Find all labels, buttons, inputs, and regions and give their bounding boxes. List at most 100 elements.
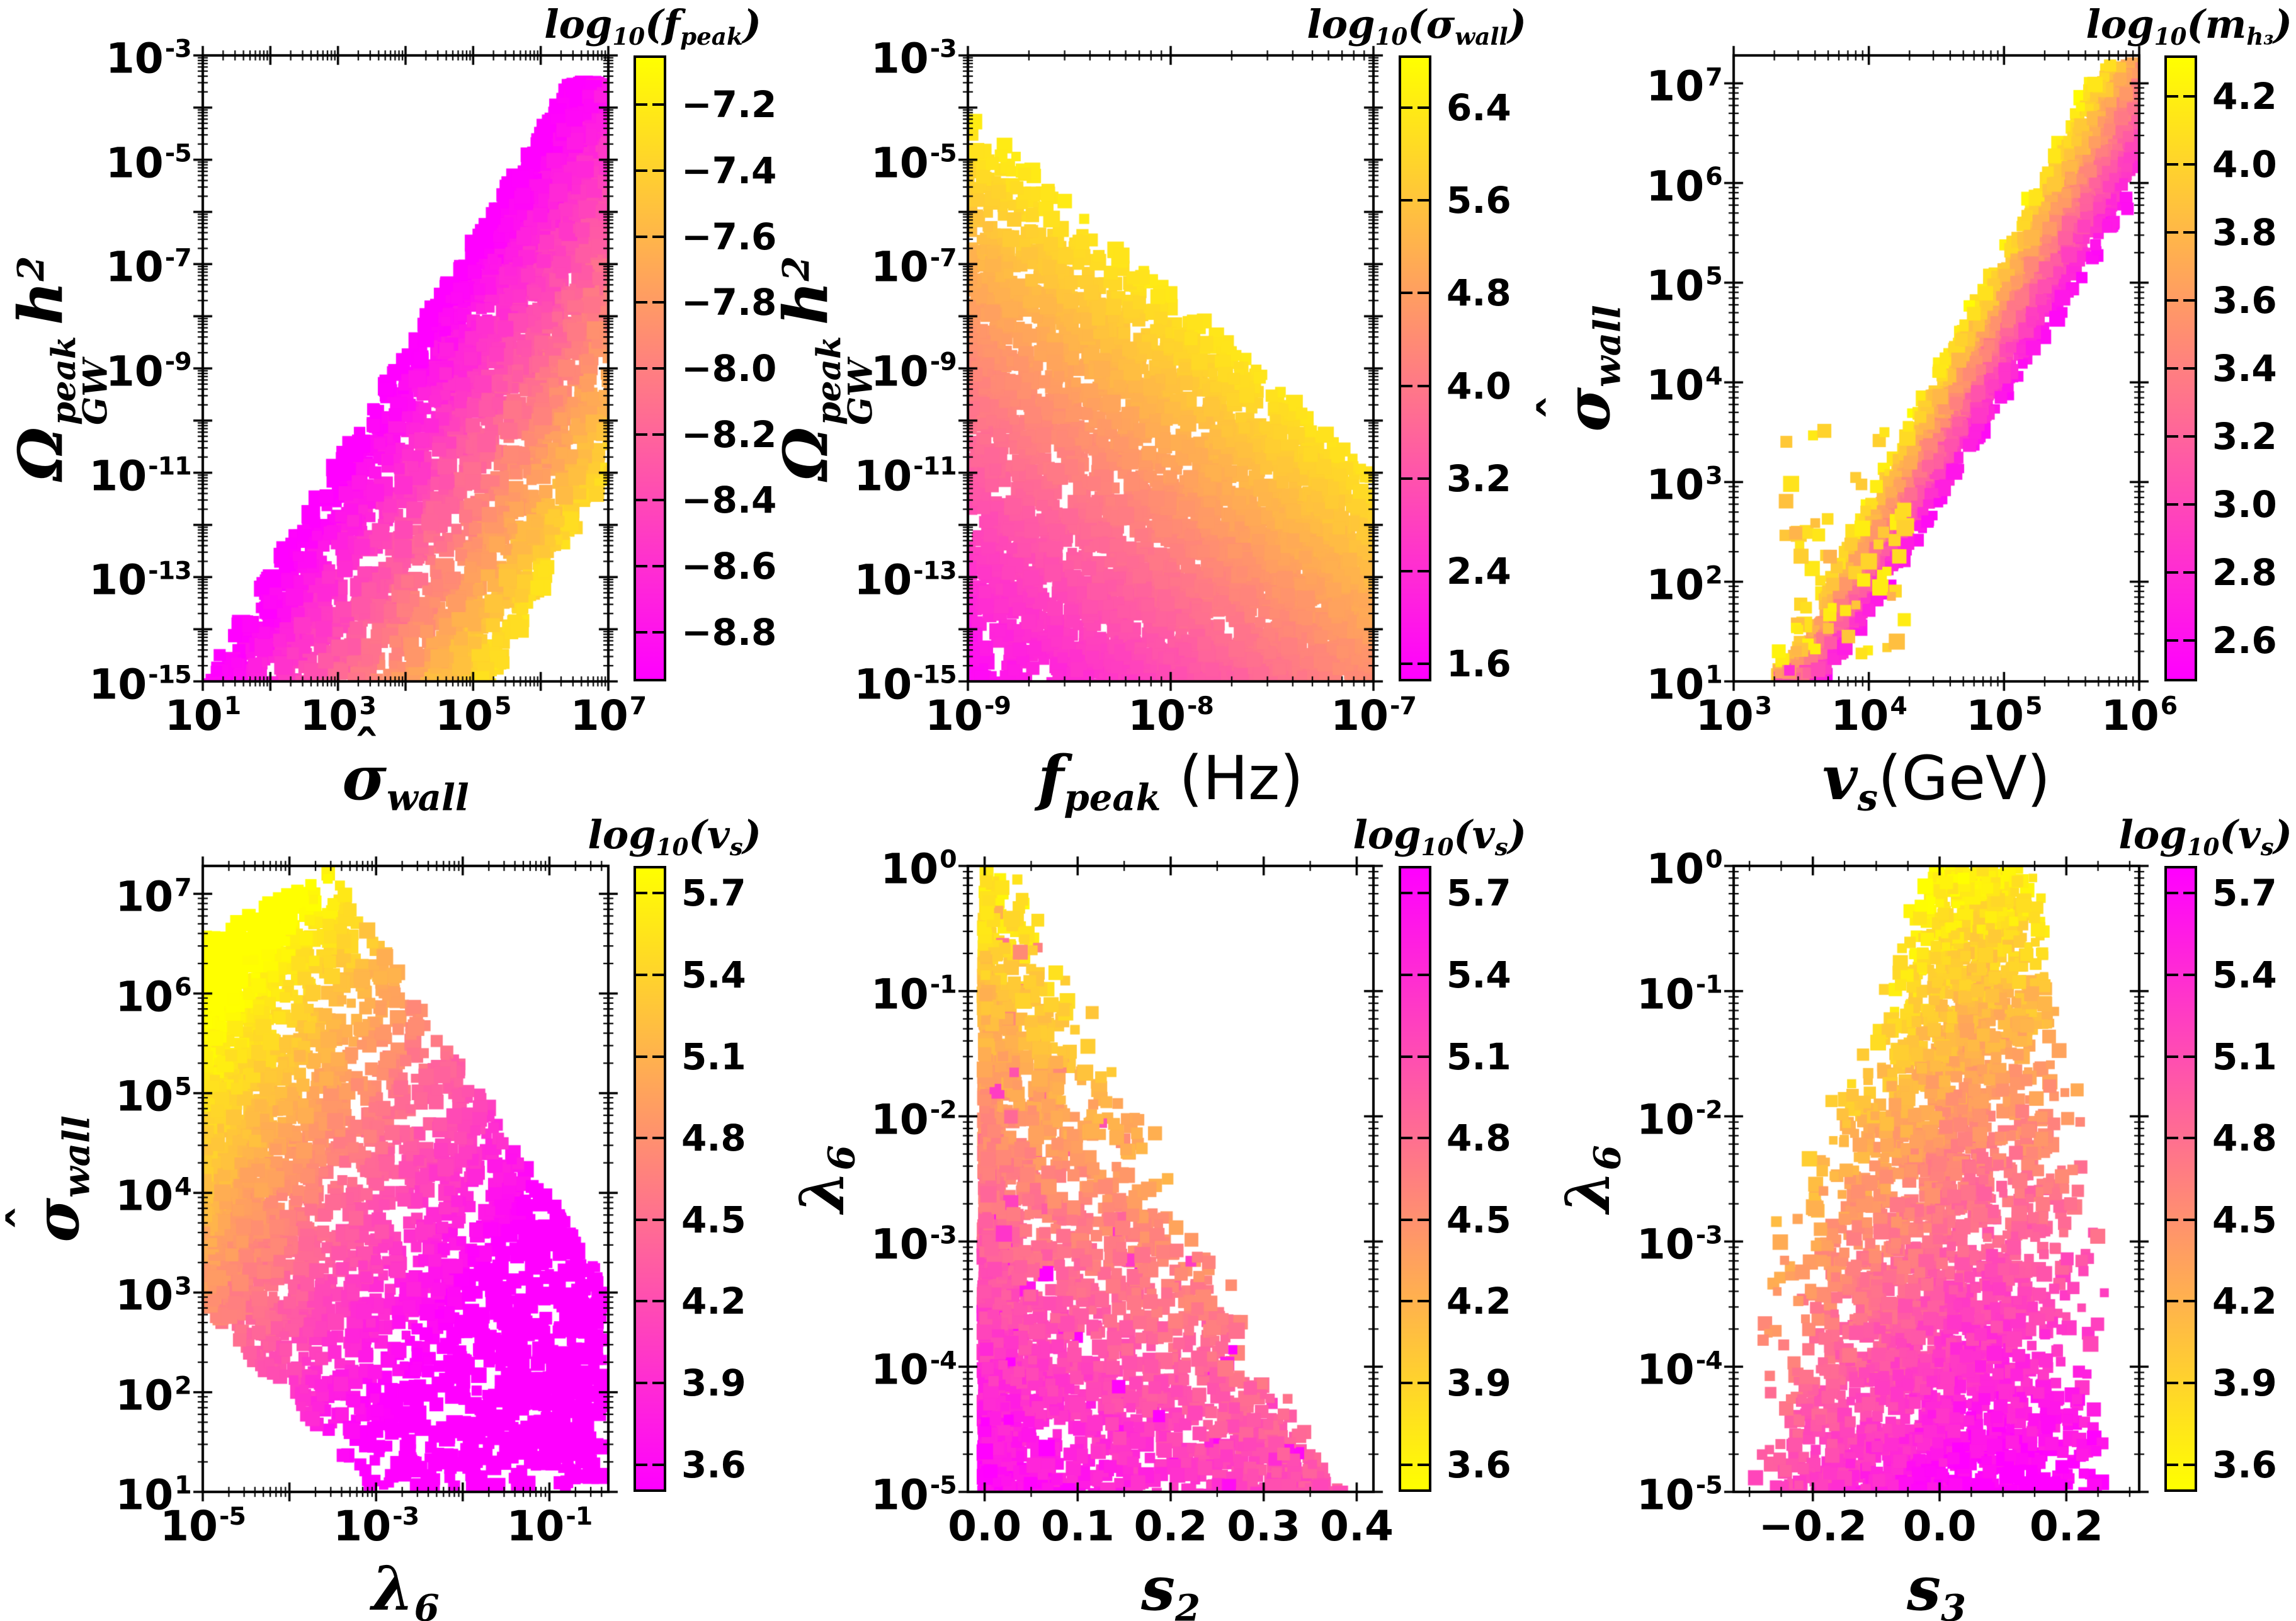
colorbar-tick [2167,892,2178,895]
y-tick-label: 101 [115,1470,191,1520]
y-tick-label: 105 [115,1072,191,1121]
colorbar-tick-label: 4.0 [1446,364,1511,407]
colorbar-tick [652,1463,664,1466]
label-segment: λ6 [787,1145,863,1213]
x-axis-label: ˆ σwall [342,725,469,816]
colorbar-tick [2183,1300,2195,1303]
colorbar-tick [636,301,647,304]
colorbar-tick [1401,973,1412,976]
y-axis-label: ˆ σwall [0,1115,98,1242]
label-segment: vs [2237,812,2274,862]
y-tick-label: 107 [1646,62,1722,111]
colorbar-tick [652,1382,664,1385]
colorbar-tick-label: 5.1 [2212,1035,2277,1078]
x-tick-label: 10-8 [1128,691,1214,740]
y-tick-label: 102 [115,1370,191,1419]
colorbar-tick [1418,1137,1429,1140]
colorbar-tick-label: 3.8 [2212,210,2277,254]
label-segment: ˆ σwall [1530,305,1629,432]
colorbar-tick [1401,106,1412,109]
y-tick-label: 10-4 [1636,1345,1723,1394]
colorbar-tick [636,1300,647,1303]
label-segment: ˆ σwall [0,1115,98,1243]
x-tick-label: 0.4 [1319,1502,1394,1550]
y-tick-label: 10-7 [870,242,957,292]
colorbar-tick-label: −7.6 [681,215,777,258]
colorbar-tick-label: 3.0 [2212,483,2277,526]
y-tick-label: 106 [1646,161,1722,210]
colorbar-tick [1401,1463,1412,1466]
subplot-lambda6-vs-s2: 0.0 0.1 0.2 0.3 0.4 100 10-1 10-2 10-3 10-4 10-5 s2… [765,810,1530,1621]
colorbar-tick [2167,503,2178,506]
colorbar-omega-gw-vs-fpeak [1399,55,1431,681]
colorbar-tick-label: 4.2 [2212,1280,2277,1323]
colorbar-tick [1418,1463,1429,1466]
y-tick-label: 103 [115,1271,191,1320]
colorbar-tick-label: 4.8 [1446,271,1511,315]
colorbar-tick [1401,1055,1412,1058]
colorbar-tick [1418,1382,1429,1385]
x-tick-label: 103 [1695,691,1772,740]
label-segment: λ6 [372,1553,440,1621]
colorbar-tick [1418,106,1429,109]
colorbar-tick-label: 3.9 [2212,1362,2277,1405]
colorbar-tick-label: 4.2 [2212,74,2277,118]
x-tick-label: 0.2 [1134,1502,1208,1550]
colorbar-tick [2167,1382,2178,1385]
colorbar-tick-label: 2.4 [1446,550,1511,593]
x-tick-label: 106 [2101,691,2178,740]
x-axis-label: vs(GeV) [1822,748,2050,816]
x-tick-label: 105 [1966,691,2042,740]
label-segment: s3 [1906,1553,1967,1621]
y-tick-label: 107 [115,872,191,921]
colorbar-tick [2167,1055,2178,1058]
colorbar-tick [1418,892,1429,895]
hat-accent: ˆ [1530,394,1591,421]
colorbar-tick [652,103,664,106]
colorbar-tick [1418,292,1429,295]
x-axis-label: fpeak (Hz) [1038,748,1304,816]
label-segment: vs [1472,812,1508,862]
subplot-sigma-wall-vs-lambda6: 10-5 10-3 10-1 107 106 105 104 103 102 101 λ6 ˆ σwal… [0,810,765,1621]
colorbar-tick [636,892,647,895]
colorbar-tick-label: 3.6 [681,1443,746,1486]
colorbar-tick-label: 3.9 [681,1362,746,1405]
scatter-canvas-omega-gw-vs-fpeak [954,42,1387,695]
scatter-canvas-omega-gw-vs-sigma-wall [189,42,622,695]
colorbar-tick [2183,1137,2195,1140]
colorbar-tick [2183,1382,2195,1385]
label-segment: ( [688,812,707,858]
colorbar-tick [2183,1055,2195,1058]
colorbar-title: log10(vs) [2118,816,2292,859]
label-segment: λ6 [1552,1145,1629,1213]
y-tick-label: 10-2 [870,1095,957,1144]
y-axis-label: λ6 [1552,1145,1628,1212]
colorbar-tick [2183,571,2195,574]
scatter-canvas-sigma-wall-vs-vs [1720,42,2153,695]
x-tick-label: 0.1 [1040,1502,1115,1550]
y-tick-label: 10-3 [1636,1220,1723,1269]
label-segment: h2 [5,256,77,326]
x-tick-label: 107 [570,691,647,740]
y-tick-label: 10-3 [870,1220,957,1269]
colorbar-tick [2167,162,2178,166]
colorbar-tick-label: 5.7 [681,872,746,915]
scatter-canvas-sigma-wall-vs-lambda6 [189,852,622,1506]
subplot-lambda6-vs-s3: −0.2 0.0 0.2 100 10-1 10-2 10-3 10-4 10-5 s3 λ6 5.7… [1531,810,2296,1621]
y-tick-label: 10-3 [870,34,957,83]
label-segment: log10 [544,1,645,51]
colorbar-tick [2167,299,2178,302]
colorbar-tick [636,564,647,567]
label-segment: h2 [770,256,842,326]
colorbar-tick [2167,639,2178,642]
subplot-omega-gw-vs-sigma-wall: 101 103 105 107 10-3 10-5 10-7 10-9 10-11 10-13 10… [0,0,776,816]
label-segment: ˆ σwall [1426,0,1508,48]
x-axis-label: λ6 [372,1559,439,1621]
y-tick-label: 10-15 [89,660,191,709]
colorbar-tick-label: 5.7 [1446,872,1511,915]
colorbar-tick [652,367,664,370]
y-tick-label: 10-11 [89,451,191,500]
x-tick-label: 10-9 [925,691,1011,740]
label-segment: (GeV) [1878,743,2051,814]
